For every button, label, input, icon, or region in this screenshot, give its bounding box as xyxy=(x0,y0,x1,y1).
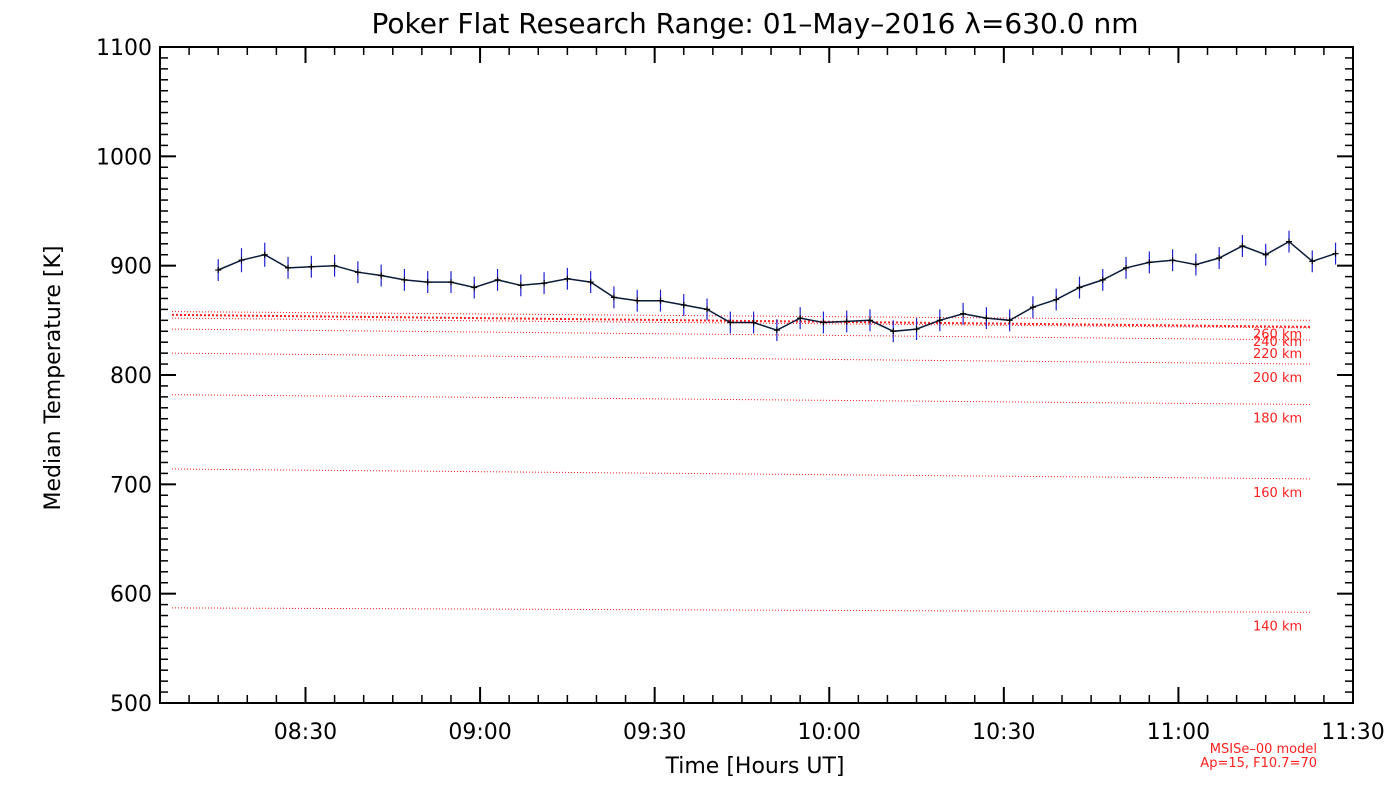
data-point xyxy=(541,280,548,287)
altitude-label: 260 km xyxy=(1253,327,1302,342)
x-axis-label: Time [Hours UT] xyxy=(665,754,845,779)
altitude-label: 140 km xyxy=(1253,619,1302,634)
data-point xyxy=(610,294,617,301)
data-point xyxy=(261,251,268,258)
data-point xyxy=(1076,284,1083,291)
data-point xyxy=(913,326,920,333)
data-point xyxy=(215,267,222,274)
data-point xyxy=(1216,255,1223,262)
data-point xyxy=(1286,238,1292,245)
data-point xyxy=(1309,258,1316,265)
data-point xyxy=(820,319,827,326)
y-axis-label: Median Temperature [K] xyxy=(41,246,66,511)
data-point xyxy=(680,302,687,309)
data-point xyxy=(447,279,454,286)
model-curves xyxy=(171,311,1313,613)
model-note-line2: Ap=15, F10.7=70 xyxy=(1200,756,1317,771)
x-tick-label: 09:30 xyxy=(623,720,686,745)
altitude-label: 160 km xyxy=(1253,486,1302,501)
data-point xyxy=(494,276,501,283)
data-point xyxy=(1123,264,1130,271)
data-point xyxy=(657,297,664,304)
y-tick-label: 1100 xyxy=(96,36,152,61)
data-point xyxy=(424,279,431,286)
data-point xyxy=(308,263,315,270)
data-point xyxy=(634,297,641,304)
data-point xyxy=(354,269,361,276)
data-point xyxy=(587,279,594,286)
model-curve-160-km xyxy=(171,468,1313,480)
model-curve-140-km xyxy=(171,607,1313,613)
x-tick-label: 09:00 xyxy=(448,720,511,745)
data-point xyxy=(1192,261,1199,268)
data-point xyxy=(890,328,897,335)
x-tick-label: 11:00 xyxy=(1147,720,1210,745)
data-point xyxy=(750,319,757,326)
y-tick-label: 900 xyxy=(110,255,152,280)
data-point xyxy=(704,306,711,313)
model-curve-220-km xyxy=(171,328,1313,341)
altitude-label: 240 km xyxy=(1253,335,1302,350)
plot-frame xyxy=(159,46,1354,704)
data-point xyxy=(517,282,524,289)
data-point xyxy=(331,262,338,269)
x-tick-label: 08:30 xyxy=(274,720,337,745)
y-tick-label: 500 xyxy=(110,692,152,717)
y-tick-label: 1000 xyxy=(96,145,152,170)
data-point xyxy=(1006,317,1013,324)
x-tick-label: 10:00 xyxy=(798,720,861,745)
model-curve-highlight xyxy=(171,313,1313,328)
axis-ticks xyxy=(160,46,1354,704)
data-point xyxy=(1099,276,1106,283)
data-point xyxy=(1029,304,1036,311)
data-point xyxy=(378,272,385,279)
data-point xyxy=(1239,242,1246,249)
data-point xyxy=(285,264,292,271)
data-point xyxy=(471,284,478,291)
data-point xyxy=(1262,251,1269,258)
data-point xyxy=(564,275,571,282)
data-series xyxy=(215,230,1339,343)
y-tick-label: 800 xyxy=(110,364,152,389)
model-curve-180-km xyxy=(171,394,1313,406)
data-point xyxy=(960,310,967,317)
chart-title: Poker Flat Research Range: 01–May–2016 λ… xyxy=(372,7,1139,40)
data-point xyxy=(983,315,990,322)
data-point xyxy=(797,315,804,322)
altitude-label: 220 km xyxy=(1253,347,1302,362)
model-note-line1: MSISe–00 model xyxy=(1210,742,1317,757)
data-point xyxy=(936,317,943,324)
data-point xyxy=(1169,257,1176,264)
tick-labels: 500 600 700 800 900 1000 1100 08:30 09:00 09:30 10… xyxy=(96,36,1385,745)
y-tick-label: 600 xyxy=(110,583,152,608)
data-point xyxy=(1332,250,1339,257)
x-tick-label: 11:30 xyxy=(1321,720,1384,745)
y-tick-label: 700 xyxy=(110,473,152,498)
model-curve-200-km xyxy=(171,352,1313,365)
data-point xyxy=(238,257,245,264)
data-point xyxy=(1053,296,1060,303)
data-point xyxy=(401,276,408,283)
data-point xyxy=(1146,259,1153,266)
altitude-label: 180 km xyxy=(1253,412,1302,427)
data-point xyxy=(843,318,850,325)
x-tick-label: 10:30 xyxy=(972,720,1035,745)
data-point xyxy=(866,317,873,324)
data-point xyxy=(773,327,780,334)
model-curve-260-km xyxy=(171,311,1313,321)
data-point xyxy=(727,319,734,326)
altitude-label: 200 km xyxy=(1253,371,1302,386)
